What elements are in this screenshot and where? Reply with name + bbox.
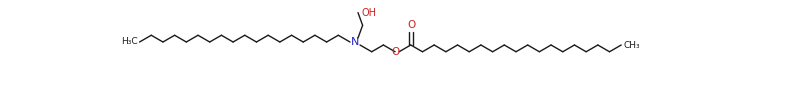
- Text: OH: OH: [361, 8, 376, 18]
- Text: H₃C: H₃C: [121, 38, 138, 46]
- Text: O: O: [391, 47, 399, 57]
- Text: N: N: [351, 37, 359, 47]
- Text: O: O: [408, 20, 416, 30]
- Text: CH₃: CH₃: [623, 40, 640, 50]
